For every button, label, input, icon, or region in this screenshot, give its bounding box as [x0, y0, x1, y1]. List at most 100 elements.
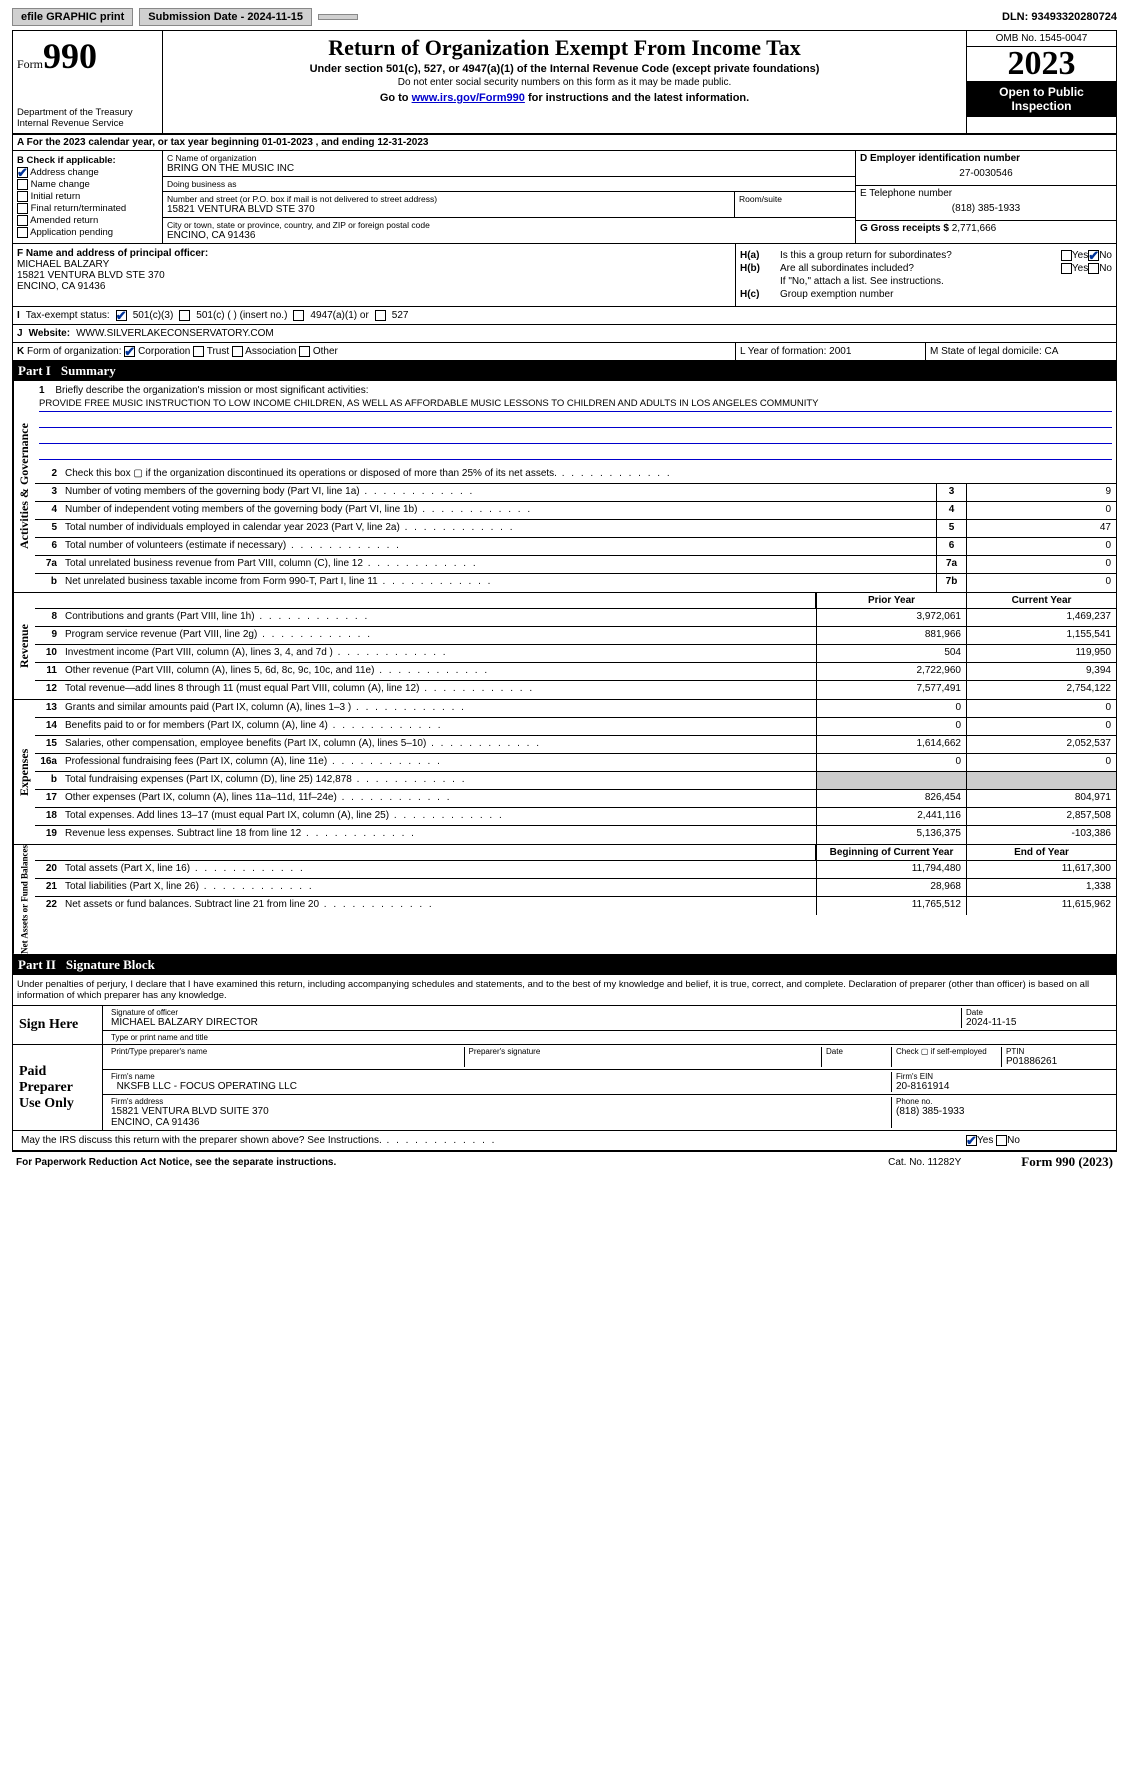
officer-signature: MICHAEL BALZARY DIRECTOR — [111, 1017, 258, 1028]
discuss-yes-checkbox[interactable] — [966, 1135, 977, 1146]
org-name: BRING ON THE MUSIC INC — [167, 163, 851, 174]
gov-line-3: 3Number of voting members of the governi… — [35, 484, 1116, 502]
colb-item-3[interactable]: Final return/terminated — [17, 203, 158, 214]
column-b-checkboxes: B Check if applicable: Address change Na… — [13, 151, 163, 243]
phone-value: (818) 385-1933 — [860, 199, 1112, 218]
activities-governance-section: Activities & Governance 1 Briefly descri… — [12, 381, 1117, 593]
line-22: 22Net assets or fund balances. Subtract … — [35, 897, 1116, 915]
year-formation: L Year of formation: 2001 — [736, 343, 926, 360]
expenses-section: Expenses 13Grants and similar amounts pa… — [12, 700, 1117, 845]
colb-item-0[interactable]: Address change — [17, 167, 158, 178]
line-17: 17Other expenses (Part IX, column (A), l… — [35, 790, 1116, 808]
row-i-tax-status: I Tax-exempt status: 501(c)(3) 501(c) ( … — [12, 307, 1117, 325]
part-i-header: Part I Summary — [12, 361, 1117, 381]
line-12: 12Total revenue—add lines 8 through 11 (… — [35, 681, 1116, 699]
form-header: Form990 Department of the Treasury Inter… — [12, 30, 1117, 135]
trust-checkbox[interactable] — [193, 346, 204, 357]
vtab-governance: Activities & Governance — [13, 381, 35, 592]
discuss-no-checkbox[interactable] — [996, 1135, 1007, 1146]
assoc-checkbox[interactable] — [232, 346, 243, 357]
colb-item-4[interactable]: Amended return — [17, 215, 158, 226]
firm-name: NKSFB LLC - FOCUS OPERATING LLC — [117, 1081, 297, 1092]
firm-phone: (818) 385-1933 — [896, 1106, 964, 1117]
vtab-revenue: Revenue — [13, 593, 35, 699]
mission-text: PROVIDE FREE MUSIC INSTRUCTION TO LOW IN… — [39, 398, 1112, 412]
state-domicile: M State of legal domicile: CA — [926, 343, 1116, 360]
gov-line-7a: 7aTotal unrelated business revenue from … — [35, 556, 1116, 574]
submission-button[interactable]: Submission Date - 2024-11-15 — [139, 8, 312, 26]
top-toolbar: efile GRAPHIC print Submission Date - 20… — [12, 8, 1117, 26]
column-d-ein: D Employer identification number 27-0030… — [856, 151, 1116, 243]
dept-label: Department of the Treasury Internal Reve… — [17, 107, 158, 129]
sign-here-label: Sign Here — [13, 1006, 103, 1044]
net-assets-section: Net Assets or Fund Balances Beginning of… — [12, 845, 1117, 955]
form-title: Return of Organization Exempt From Incom… — [171, 35, 958, 61]
line-11: 11Other revenue (Part VIII, column (A), … — [35, 663, 1116, 681]
firm-ein: 20-8161914 — [896, 1081, 949, 1092]
other-checkbox[interactable] — [299, 346, 310, 357]
website-value: WWW.SILVERLAKECONSERVATORY.COM — [76, 328, 274, 339]
open-public-badge: Open to Public Inspection — [967, 81, 1116, 117]
line-13: 13Grants and similar amounts paid (Part … — [35, 700, 1116, 718]
firm-address: 15821 VENTURA BLVD SUITE 370 ENCINO, CA … — [111, 1106, 269, 1128]
blank-button — [318, 14, 358, 20]
ha-yes-checkbox[interactable] — [1061, 250, 1072, 261]
4947-checkbox[interactable] — [293, 310, 304, 321]
hb-no-checkbox[interactable] — [1088, 263, 1099, 274]
gov-line-6: 6Total number of volunteers (estimate if… — [35, 538, 1116, 556]
ein-value: 27-0030546 — [860, 164, 1112, 183]
efile-button[interactable]: efile GRAPHIC print — [12, 8, 133, 26]
part-ii-header: Part II Signature Block — [12, 955, 1117, 975]
perjury-text: Under penalties of perjury, I declare th… — [13, 975, 1116, 1005]
vtab-expenses: Expenses — [13, 700, 35, 844]
hb-yes-checkbox[interactable] — [1061, 263, 1072, 274]
ptin-value: P01886261 — [1006, 1056, 1057, 1067]
paid-preparer-label: Paid Preparer Use Only — [13, 1045, 103, 1130]
gov-line-b: bNet unrelated business taxable income f… — [35, 574, 1116, 592]
tax-year: 2023 — [967, 47, 1116, 81]
line-15: 15Salaries, other compensation, employee… — [35, 736, 1116, 754]
dln-label: DLN: 93493320280724 — [1002, 11, 1117, 23]
form-number: Form990 — [17, 35, 158, 77]
irs-link[interactable]: www.irs.gov/Form990 — [412, 92, 525, 104]
street-address: 15821 VENTURA BLVD STE 370 — [167, 204, 730, 215]
colb-item-2[interactable]: Initial return — [17, 191, 158, 202]
corp-checkbox[interactable] — [124, 346, 135, 357]
501c3-checkbox[interactable] — [116, 310, 127, 321]
line-10: 10Investment income (Part VIII, column (… — [35, 645, 1116, 663]
colb-item-5[interactable]: Application pending — [17, 227, 158, 238]
line-9: 9Program service revenue (Part VIII, lin… — [35, 627, 1116, 645]
current-year-header: Current Year — [966, 593, 1116, 608]
signature-block: Under penalties of perjury, I declare th… — [12, 975, 1117, 1151]
gov-line-2: 2Check this box ▢ if the organization di… — [35, 466, 1116, 484]
527-checkbox[interactable] — [375, 310, 386, 321]
line-21: 21Total liabilities (Part X, line 26)28,… — [35, 879, 1116, 897]
gov-line-5: 5Total number of individuals employed in… — [35, 520, 1116, 538]
gross-receipts: 2,771,666 — [952, 223, 997, 234]
line-18: 18Total expenses. Add lines 13–17 (must … — [35, 808, 1116, 826]
gov-line-4: 4Number of independent voting members of… — [35, 502, 1116, 520]
goto-text: Go to www.irs.gov/Form990 for instructio… — [171, 92, 958, 104]
line-20: 20Total assets (Part X, line 16)11,794,4… — [35, 861, 1116, 879]
revenue-section: Revenue Prior Year Current Year 8Contrib… — [12, 593, 1117, 700]
row-f-officer: F Name and address of principal officer:… — [12, 244, 1117, 307]
row-a-calendar-year: A For the 2023 calendar year, or tax yea… — [12, 135, 1117, 151]
line-b: bTotal fundraising expenses (Part IX, co… — [35, 772, 1116, 790]
prior-year-header: Prior Year — [816, 593, 966, 608]
row-k-form-org: K Form of organization: Corporation Trus… — [12, 343, 1117, 361]
ssn-note: Do not enter social security numbers on … — [171, 77, 958, 88]
ha-no-checkbox[interactable] — [1088, 250, 1099, 261]
line-8: 8Contributions and grants (Part VIII, li… — [35, 609, 1116, 627]
column-c-org-info: C Name of organization BRING ON THE MUSI… — [163, 151, 856, 243]
line-14: 14Benefits paid to or for members (Part … — [35, 718, 1116, 736]
beg-year-header: Beginning of Current Year — [816, 845, 966, 860]
section-text: Under section 501(c), 527, or 4947(a)(1)… — [171, 63, 958, 75]
page-footer: For Paperwork Reduction Act Notice, see … — [12, 1151, 1117, 1172]
city-state-zip: ENCINO, CA 91436 — [167, 230, 851, 241]
501c-checkbox[interactable] — [179, 310, 190, 321]
sig-date: 2024-11-15 — [966, 1017, 1016, 1028]
line-16a: 16aProfessional fundraising fees (Part I… — [35, 754, 1116, 772]
vtab-netassets: Net Assets or Fund Balances — [13, 845, 35, 954]
colb-item-1[interactable]: Name change — [17, 179, 158, 190]
end-year-header: End of Year — [966, 845, 1116, 860]
